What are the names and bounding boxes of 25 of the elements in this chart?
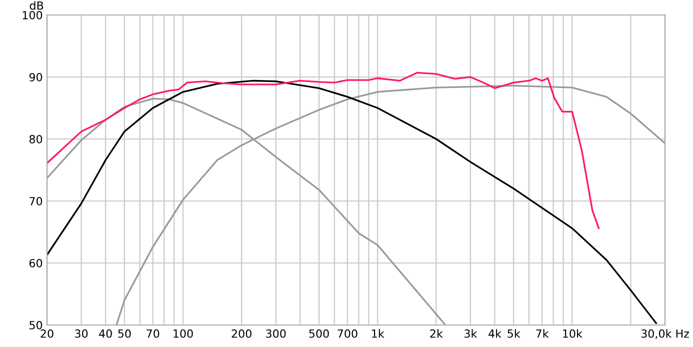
x-tick-label: 7k bbox=[536, 329, 549, 338]
x-tick-label: 1k bbox=[372, 329, 384, 338]
x-tick-label: 30 bbox=[75, 329, 88, 338]
x-tick-label: 100 bbox=[174, 329, 193, 338]
x-tick-label: 10k bbox=[563, 329, 582, 338]
x-tick-label: 20 bbox=[40, 329, 54, 338]
x-tick-label: 200 bbox=[232, 329, 252, 338]
x-tick-label: 300 bbox=[266, 329, 286, 338]
y-tick-label: 50 bbox=[30, 320, 42, 330]
x-tick-label: 70 bbox=[146, 329, 160, 338]
y-tick-label: 60 bbox=[29, 258, 42, 268]
x-tick-label: 40 bbox=[99, 329, 112, 338]
x-tick-label: 3k bbox=[464, 329, 478, 338]
x-tick-label: 30,0k Hz bbox=[641, 329, 689, 339]
y-tick-label: 90 bbox=[29, 72, 42, 82]
x-tick-label: 2k bbox=[430, 329, 443, 338]
x-tick-label: 5k bbox=[508, 329, 520, 338]
x-tick-label: 700 bbox=[338, 329, 358, 338]
y-tick-label: 80 bbox=[29, 134, 42, 144]
y-tick-label: 100 bbox=[22, 10, 42, 20]
x-tick-label: 4k bbox=[488, 329, 502, 338]
x-tick-label: 50 bbox=[118, 329, 131, 338]
y-axis-title: dB bbox=[30, 1, 44, 10]
y-tick-label: 70 bbox=[30, 196, 42, 206]
x-tick-label: 500 bbox=[309, 329, 329, 338]
